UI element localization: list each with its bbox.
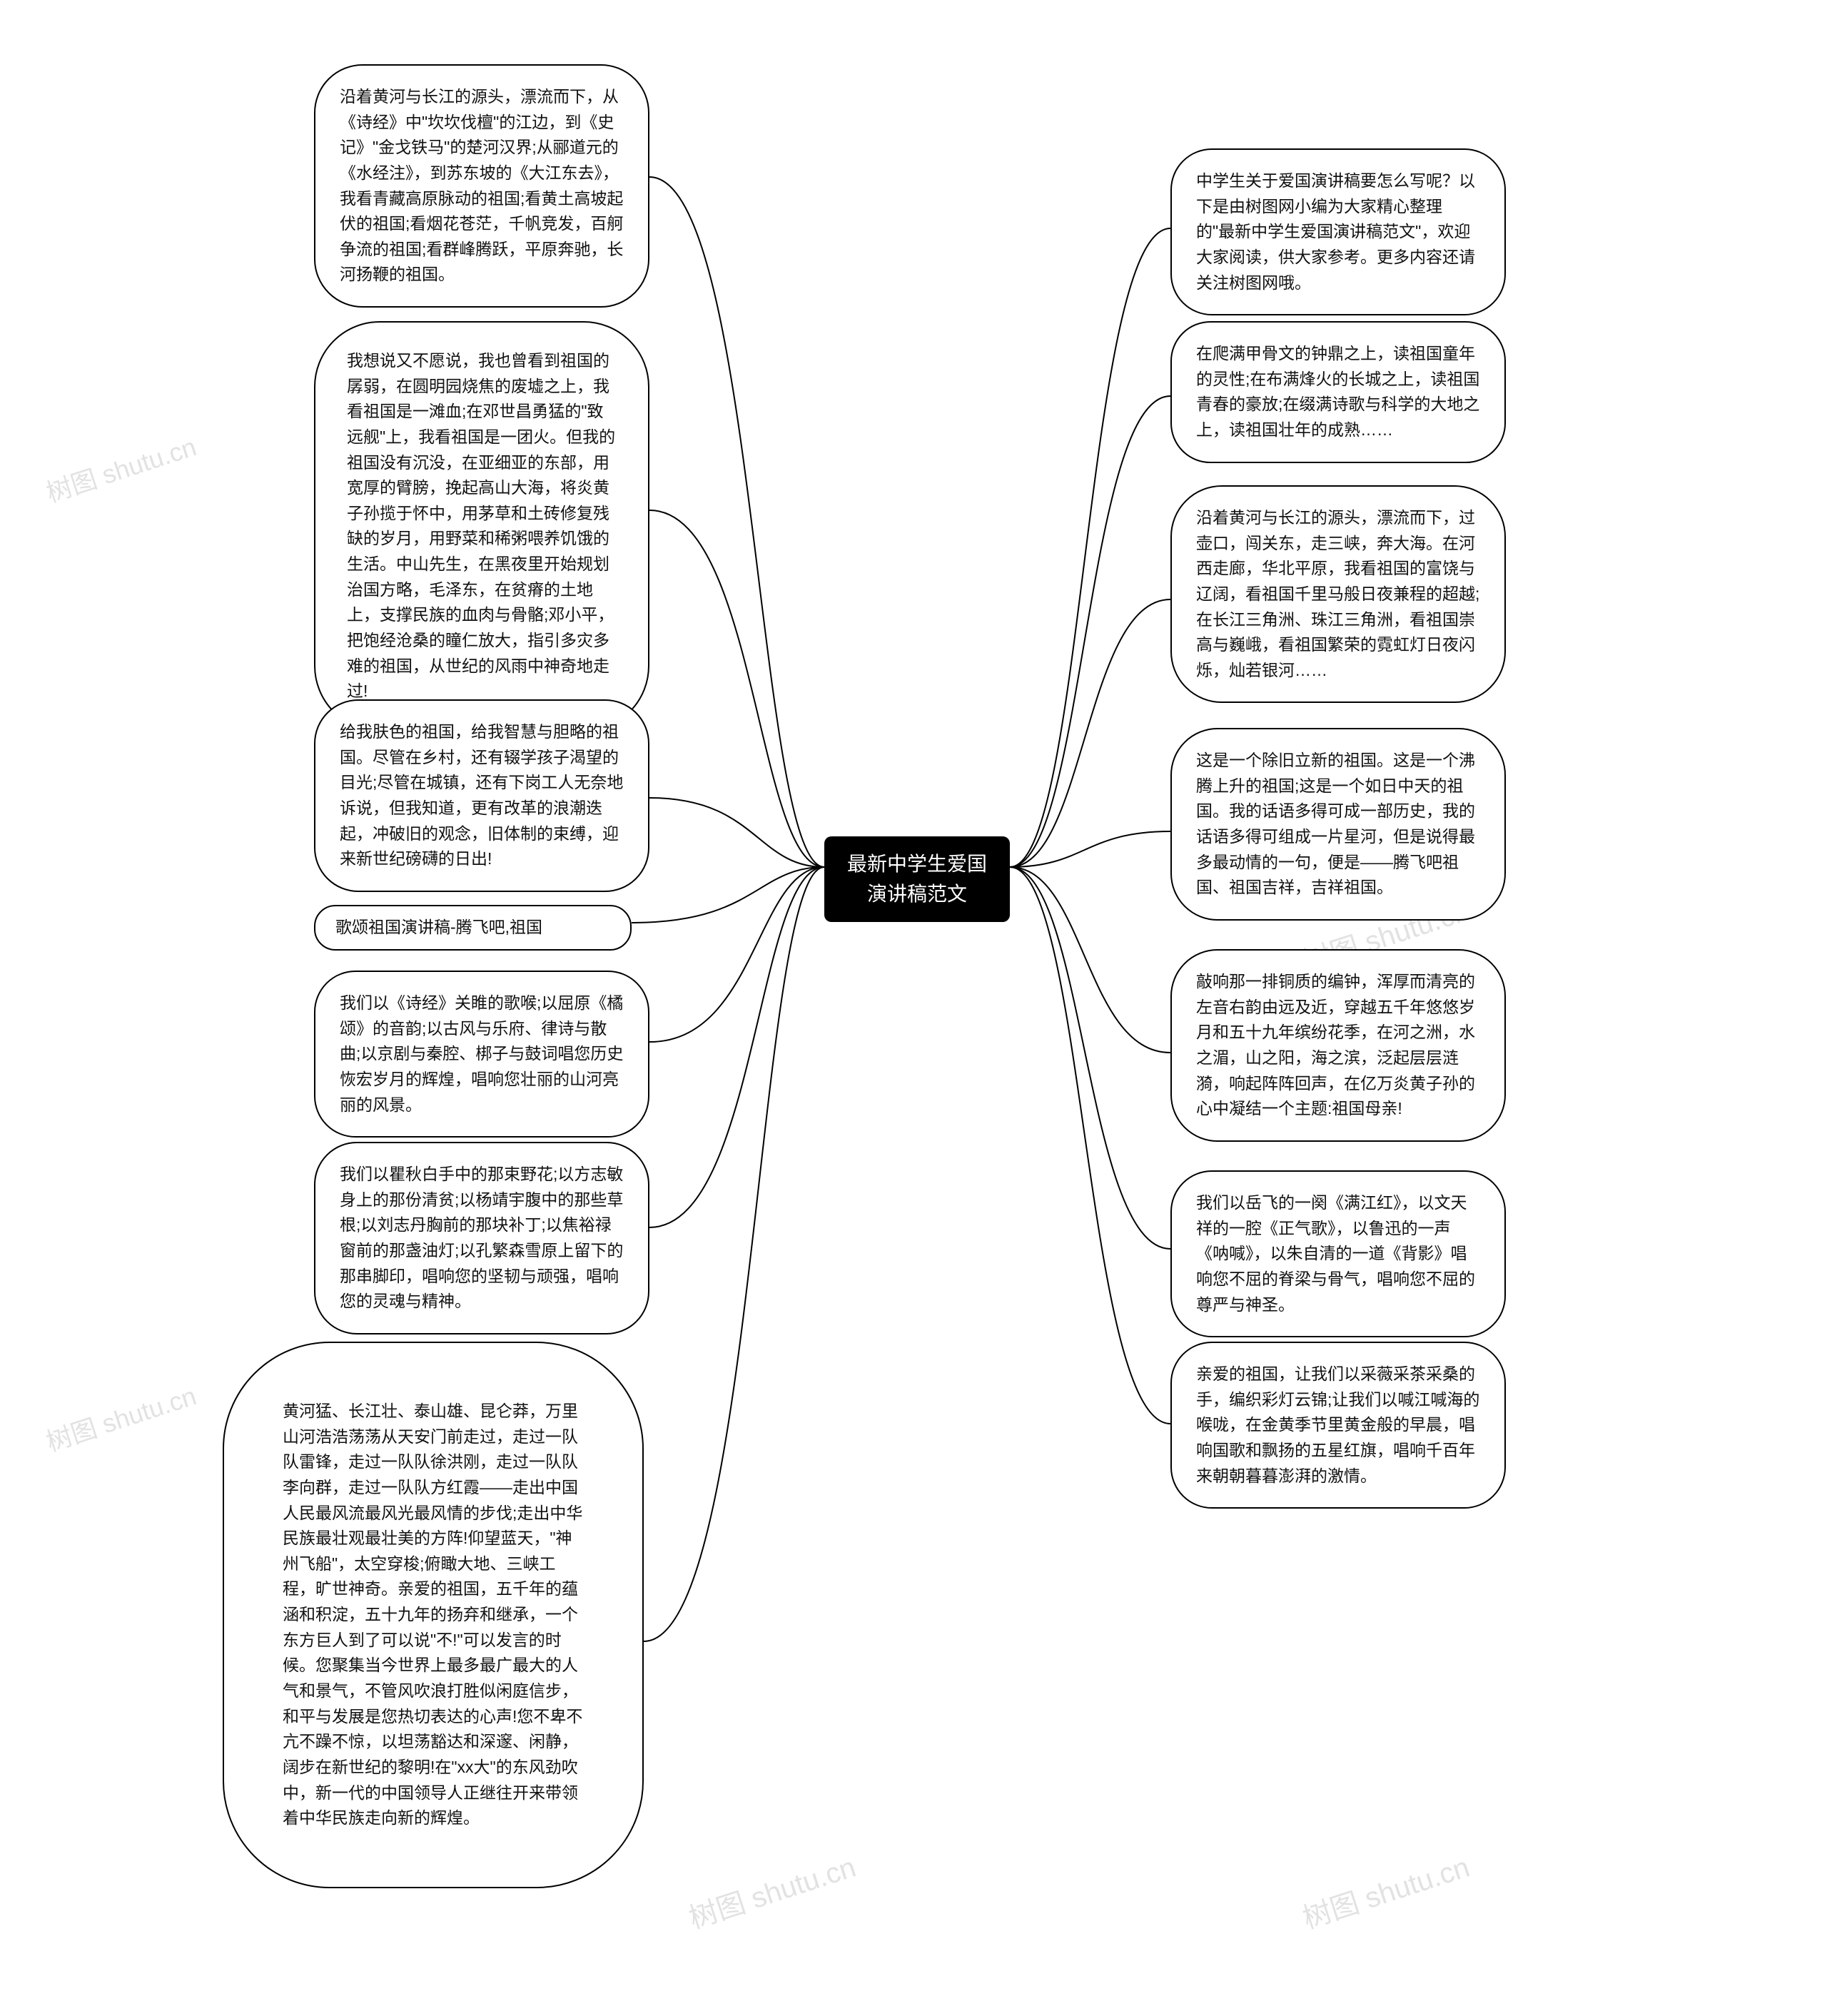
left-node-5: 我们以《诗经》关睢的歌喉;以屈原《橘颂》的音韵;以古风与乐府、律诗与散曲;以京剧…: [314, 971, 649, 1138]
right-node-4: 这是一个除旧立新的祖国。这是一个沸腾上升的祖国;这是一个如日中天的祖国。我的话语…: [1170, 728, 1506, 921]
left-node-7: 黄河猛、长江壮、泰山雄、昆仑莽，万里山河浩浩荡荡从天安门前走过，走过一队队雷锋，…: [223, 1342, 644, 1888]
right-node-5: 敲响那一排铜质的编钟，浑厚而清亮的左音右韵由远及近，穿越五千年悠悠岁月和五十九年…: [1170, 949, 1506, 1142]
watermark: 树图 shutu.cn: [41, 427, 200, 510]
right-node-6: 我们以岳飞的一阕《满江红》，以文天祥的一腔《正气歌》，以鲁迅的一声《呐喊》，以朱…: [1170, 1170, 1506, 1337]
watermark: 树图 shutu.cn: [1297, 1844, 1474, 1937]
right-node-1: 中学生关于爱国演讲稿要怎么写呢？以下是由树图网小编为大家精心整理的"最新中学生爱…: [1170, 148, 1506, 315]
left-node-1: 沿着黄河与长江的源头，漂流而下，从《诗经》中"坎坎伐檀"的江边，到《史记》"金戈…: [314, 64, 649, 308]
left-node-4: 歌颂祖国演讲稿-腾飞吧,祖国: [314, 905, 632, 951]
right-node-3: 沿着黄河与长江的源头，漂流而下，过壶口，闯关东，走三峡，奔大海。在河西走廊，华北…: [1170, 485, 1506, 703]
left-node-2: 我想说又不愿说，我也曾看到祖国的孱弱，在圆明园烧焦的废墟之上，我看祖国是一滩血;…: [314, 321, 649, 731]
left-node-6: 我们以瞿秋白手中的那束野花;以方志敏身上的那份清贫;以杨靖宇腹中的那些草根;以刘…: [314, 1142, 649, 1334]
right-node-7: 亲爱的祖国，让我们以采薇采茶采桑的手，编织彩灯云锦;让我们以喊江喊海的喉咙，在金…: [1170, 1342, 1506, 1509]
right-node-2: 在爬满甲骨文的钟鼎之上，读祖国童年的灵性;在布满烽火的长城之上，读祖国青春的豪放…: [1170, 321, 1506, 463]
watermark: 树图 shutu.cn: [683, 1844, 860, 1937]
left-node-3: 给我肤色的祖国，给我智慧与胆略的祖国。尽管在乡村，还有辍学孩子渴望的目光;尽管在…: [314, 699, 649, 892]
watermark: 树图 shutu.cn: [41, 1376, 200, 1459]
center-node: 最新中学生爱国演讲稿范文: [824, 836, 1010, 922]
